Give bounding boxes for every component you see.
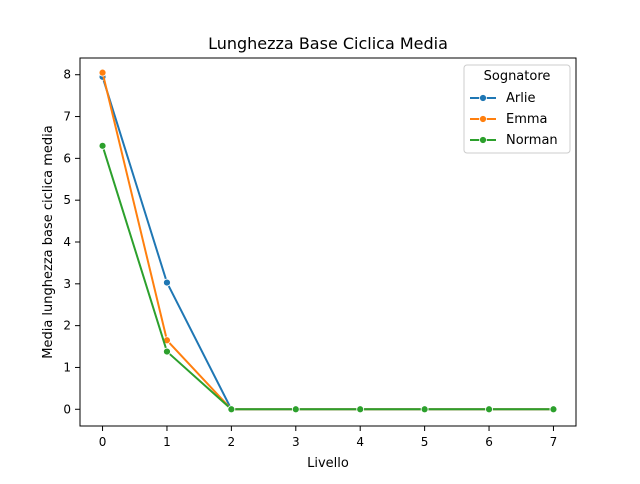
y-axis-label: Media lunghezza base ciclica media	[41, 125, 56, 359]
y-tick-label: 7	[63, 110, 71, 124]
y-tick-label: 4	[63, 235, 71, 249]
series-norman	[98, 141, 558, 414]
data-point	[420, 405, 429, 414]
chart-title: Lunghezza Base Ciclica Media	[208, 34, 448, 53]
legend: Sognatore Arlie Emma Norman	[463, 64, 571, 154]
data-point	[163, 347, 171, 356]
legend-items: Arlie Emma Norman	[470, 91, 558, 148]
legend-item-norman: Norman	[470, 133, 558, 148]
data-point	[227, 405, 236, 414]
y-tick-label: 0	[63, 402, 71, 416]
x-tick-label: 1	[163, 435, 171, 449]
data-point	[98, 68, 107, 77]
legend-label: Arlie	[506, 91, 535, 106]
series-line	[101, 144, 555, 411]
data-point	[549, 405, 558, 414]
data-point	[485, 405, 493, 414]
x-tick-label: 5	[421, 435, 429, 449]
x-axis: 0 1 2 3 4 5 6 7	[99, 426, 558, 449]
x-tick-label: 7	[550, 435, 558, 449]
plot-area: 0 1 2 3 4 5 6 7 0 1 2 3 4 5 6 7 8	[63, 57, 577, 449]
data-point	[291, 405, 300, 414]
legend-title: Sognatore	[484, 69, 551, 84]
y-tick-label: 2	[63, 319, 71, 333]
data-point	[98, 141, 107, 150]
x-tick-label: 2	[228, 435, 236, 449]
data-point	[356, 405, 365, 414]
x-tick-label: 4	[356, 435, 364, 449]
legend-swatch-marker	[479, 136, 487, 144]
y-tick-label: 3	[63, 277, 71, 291]
legend-label: Norman	[506, 133, 558, 148]
x-tick-label: 6	[485, 435, 493, 449]
legend-box	[463, 64, 571, 154]
legend-swatch-marker	[479, 94, 487, 102]
x-axis-label: Livello	[307, 456, 349, 471]
legend-swatch-marker	[479, 115, 487, 123]
y-tick-label: 1	[63, 360, 71, 374]
x-tick-label: 3	[292, 435, 300, 449]
y-tick-label: 8	[63, 68, 71, 82]
x-tick-label: 0	[99, 435, 107, 449]
legend-item-arlie: Arlie	[470, 91, 535, 106]
data-point	[163, 278, 171, 287]
legend-label: Emma	[506, 112, 548, 127]
y-axis: 0 1 2 3 4 5 6 7 8	[63, 68, 80, 416]
series-layer	[98, 68, 558, 414]
legend-item-emma: Emma	[470, 112, 548, 127]
y-tick-label: 5	[63, 193, 71, 207]
y-tick-label: 6	[63, 151, 71, 165]
